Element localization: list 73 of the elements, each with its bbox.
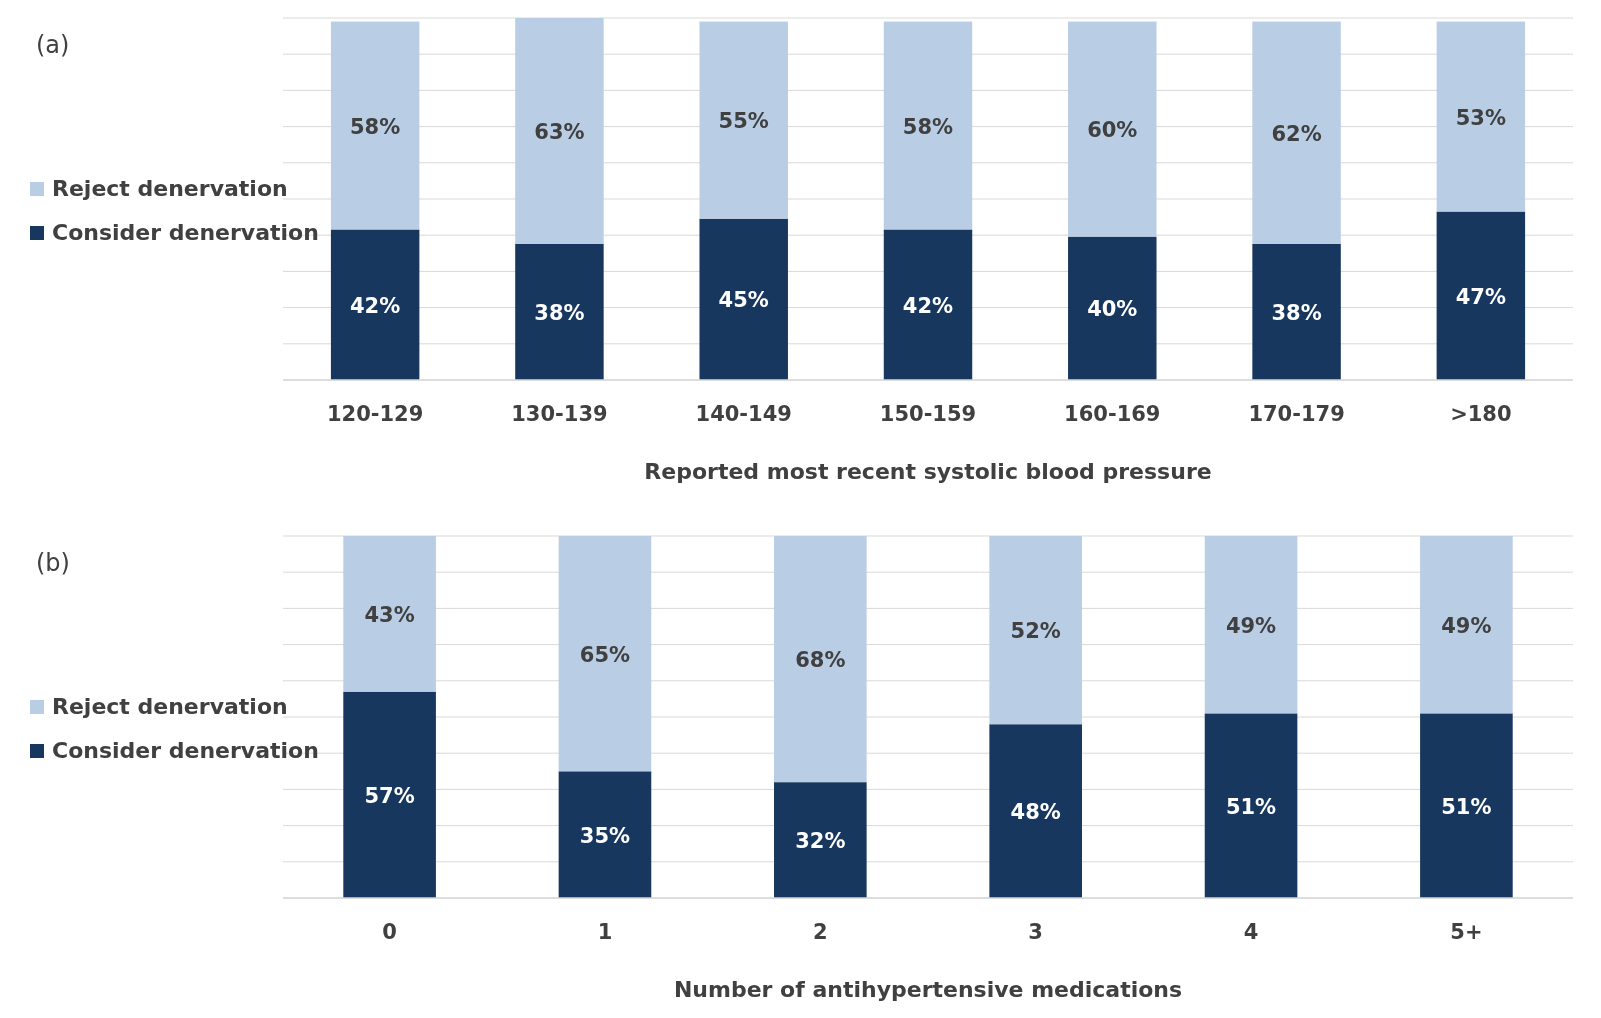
x-tick-label: 5+ (1450, 920, 1483, 944)
x-tick-label: 3 (1028, 920, 1043, 944)
data-label: 38% (1271, 300, 1322, 325)
bar (515, 243, 604, 380)
data-label: 51% (1225, 794, 1277, 819)
x-axis-title: Number of antihypertensive medications (673, 977, 1183, 1002)
data-label: 32% (795, 829, 846, 854)
bar (1204, 713, 1298, 898)
data-label: 47% (1455, 284, 1506, 309)
bar (1068, 21, 1157, 237)
data-label: 45% (718, 288, 769, 313)
bar (883, 21, 973, 230)
data-label: 68% (795, 648, 846, 673)
x-tick-label: 2 (813, 920, 828, 944)
data-label: 58% (902, 114, 954, 139)
bar (1252, 21, 1341, 244)
x-tick-label: 160-169 (1064, 402, 1161, 426)
x-tick-label: 130-139 (511, 402, 608, 426)
data-label: 58% (350, 114, 401, 139)
data-label: 38% (534, 300, 585, 325)
bar (989, 724, 1082, 898)
data-label: 57% (364, 783, 415, 808)
data-label: 43% (364, 602, 415, 627)
bar (1436, 211, 1526, 380)
bar (1068, 236, 1157, 380)
bar (699, 21, 788, 219)
text: (a) (36, 31, 70, 59)
bar (343, 536, 436, 692)
bar (1252, 243, 1341, 380)
legend-label: Consider denervation (52, 738, 319, 763)
x-tick-label: 120-129 (326, 402, 424, 426)
text: (b) (36, 549, 70, 577)
x-tick-label: 150-159 (879, 402, 977, 426)
x-tick-label: >180 (1450, 402, 1512, 426)
data-label: 49% (1441, 613, 1492, 638)
bar (699, 218, 788, 380)
data-label: 52% (1010, 619, 1061, 644)
data-label: 62% (1271, 121, 1322, 146)
legend-label: Consider denervation (52, 220, 319, 245)
x-tick-label: 4 (1243, 920, 1259, 944)
data-label: 48% (1010, 800, 1061, 825)
bar (774, 782, 867, 898)
bar (1436, 21, 1526, 212)
x-tick-label: 1 (597, 920, 613, 944)
x-tick-label: 170-179 (1248, 402, 1345, 426)
x-axis-title: Reported most recent systolic blood pressure (644, 459, 1212, 484)
data-label: 40% (1087, 297, 1138, 322)
bar (330, 229, 420, 380)
data-label: 55% (718, 109, 769, 134)
data-label: 35% (579, 823, 631, 848)
x-tick-label: 140-149 (695, 402, 792, 426)
data-label: 60% (1087, 118, 1138, 143)
legend-label: Reject denervation (52, 694, 288, 719)
data-label: 42% (902, 293, 954, 318)
data-label: 49% (1225, 613, 1277, 638)
legend-label: Reject denervation (52, 176, 288, 201)
bar (989, 536, 1082, 725)
data-label: 63% (534, 119, 585, 144)
data-label: 51% (1441, 794, 1492, 819)
bar (1420, 713, 1513, 898)
bar (330, 21, 420, 230)
data-label: 42% (350, 293, 401, 318)
bar (558, 536, 652, 772)
data-label: 65% (579, 642, 631, 667)
bar (774, 536, 867, 783)
bar (515, 18, 604, 244)
bar (883, 229, 973, 380)
data-label: 53% (1455, 105, 1506, 130)
bar (1420, 536, 1513, 714)
x-tick-label: 0 (382, 920, 397, 944)
bar (558, 771, 652, 898)
bar (343, 691, 436, 898)
bar (1204, 536, 1298, 714)
